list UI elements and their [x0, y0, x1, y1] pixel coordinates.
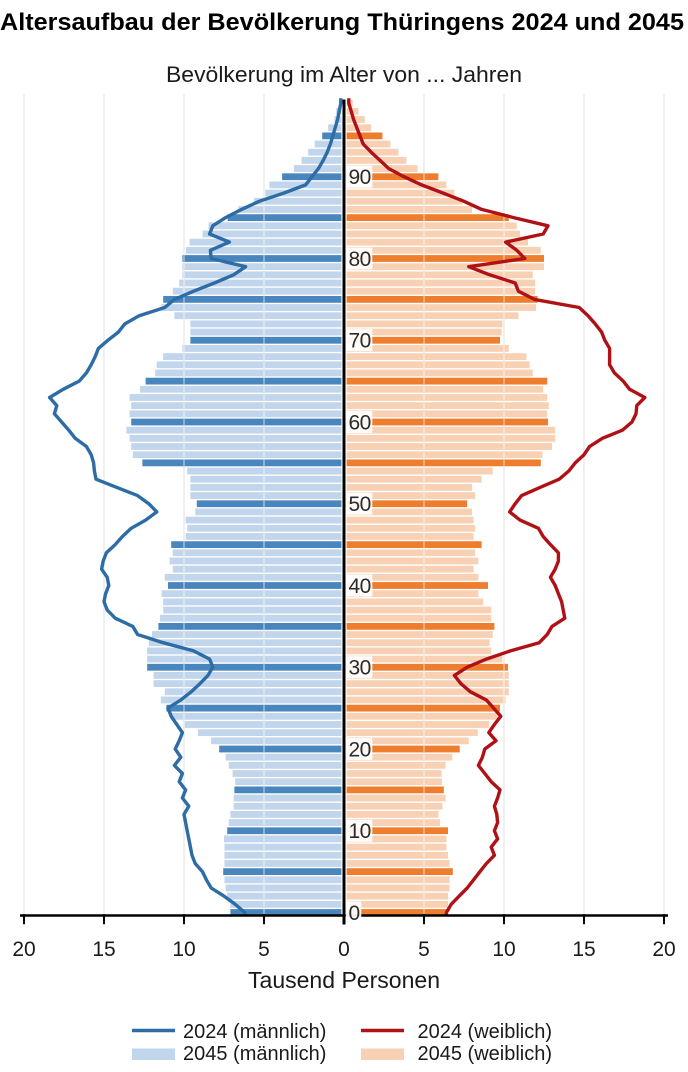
svg-text:5: 5: [258, 938, 270, 961]
svg-text:20: 20: [349, 738, 371, 761]
svg-text:15: 15: [572, 938, 595, 961]
svg-text:20: 20: [652, 938, 675, 961]
svg-text:60: 60: [349, 411, 371, 434]
svg-text:15: 15: [92, 938, 115, 961]
svg-text:20: 20: [12, 938, 35, 961]
svg-text:90: 90: [349, 166, 371, 189]
svg-text:Altersaufbau der Bevölkerung T: Altersaufbau der Bevölkerung Thüringens …: [0, 9, 684, 36]
svg-text:10: 10: [172, 938, 195, 961]
svg-text:2045 (weiblich): 2045 (weiblich): [418, 1043, 553, 1065]
svg-text:0: 0: [338, 938, 350, 961]
svg-text:0: 0: [349, 902, 360, 925]
svg-text:30: 30: [349, 657, 371, 680]
svg-text:10: 10: [492, 938, 515, 961]
svg-text:50: 50: [349, 493, 371, 516]
svg-text:2045 (männlich): 2045 (männlich): [183, 1043, 326, 1065]
svg-text:40: 40: [349, 575, 371, 598]
svg-text:80: 80: [349, 248, 371, 271]
svg-text:Bevölkerung im Alter von ... J: Bevölkerung im Alter von ... Jahren: [166, 62, 522, 87]
svg-text:2024 (weiblich): 2024 (weiblich): [418, 1021, 553, 1043]
svg-text:5: 5: [418, 938, 430, 961]
svg-text:70: 70: [349, 330, 371, 353]
svg-text:10: 10: [349, 820, 371, 843]
svg-text:2024 (männlich): 2024 (männlich): [183, 1021, 326, 1043]
svg-text:Tausend Personen: Tausend Personen: [248, 967, 440, 993]
